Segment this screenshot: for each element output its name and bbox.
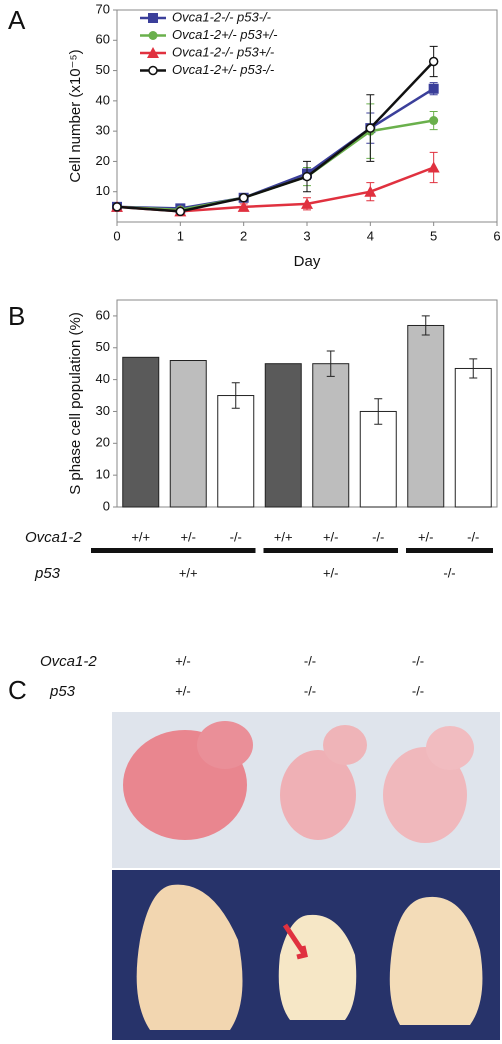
error-bar (326, 350, 335, 377)
x-tick-label: 2 (240, 228, 247, 243)
bar (454, 367, 492, 508)
group-label: +/- (323, 565, 339, 580)
y-tick-label: 10 (96, 183, 110, 198)
panel-label: C (8, 675, 27, 705)
row-label: Ovca1-2 (25, 529, 82, 546)
legend-label: Ovca1-2+/- p53+/- (172, 27, 278, 42)
marker (238, 193, 249, 203)
genotype-label: -/- (412, 683, 424, 698)
group-line (91, 548, 256, 553)
marker (148, 65, 158, 76)
category-label: +/+ (274, 529, 293, 544)
y-tick-label: 40 (96, 92, 110, 107)
y-tick-label: 30 (96, 403, 110, 418)
genotype-label: +/- (175, 683, 191, 698)
legend-label: Ovca1-2+/- p53-/- (172, 62, 275, 77)
error-bar (374, 398, 383, 425)
plot-frame (116, 299, 498, 508)
category-label: -/- (230, 529, 242, 544)
legend-label: Ovca1-2-/- p53+/- (172, 44, 275, 59)
x-tick-label: 4 (367, 228, 374, 243)
category-label: +/- (418, 529, 434, 544)
error-bar (469, 358, 478, 379)
y-tick-label: 20 (96, 435, 110, 450)
marker (147, 47, 159, 58)
series-line (116, 60, 435, 213)
group-line (263, 548, 398, 553)
x-tick-label: 0 (113, 228, 120, 243)
y-tick-label: 30 (96, 123, 110, 138)
bar (264, 363, 302, 508)
bar (169, 360, 207, 508)
y-tick-label: 0 (103, 498, 110, 513)
bar (407, 324, 445, 508)
panel-label: A (8, 5, 26, 35)
marker (364, 185, 377, 197)
marker (112, 202, 122, 212)
genotype-label: -/- (304, 683, 316, 698)
genotype-label: -/- (412, 653, 424, 668)
photo-pups (112, 712, 500, 868)
marker (148, 13, 158, 23)
marker (429, 116, 439, 126)
category-label: +/+ (131, 529, 150, 544)
error-bar (231, 382, 240, 409)
y-tick-label: 10 (96, 467, 110, 482)
genotype-label: +/- (175, 653, 191, 668)
y-tick-label: 70 (96, 1, 110, 16)
category-label: +/- (180, 529, 196, 544)
y-tick-label: 50 (96, 339, 110, 354)
marker (237, 200, 250, 212)
bar (217, 395, 255, 508)
bar (312, 363, 350, 508)
photo-skulls (112, 870, 500, 1040)
marker (427, 161, 440, 173)
marker (301, 197, 313, 209)
bar (359, 410, 397, 508)
y-tick-label: 60 (96, 307, 110, 322)
bar (122, 356, 160, 508)
y-tick-label: 20 (96, 153, 110, 168)
series-line (116, 87, 435, 210)
marker (365, 123, 376, 133)
y-axis-label: S phase cell population (%) (67, 312, 84, 495)
category-label: -/- (467, 529, 479, 544)
marker (175, 206, 186, 217)
y-tick-label: 40 (96, 371, 110, 386)
category-label: +/- (323, 529, 339, 544)
marker (148, 31, 158, 40)
row-label: p53 (34, 565, 61, 582)
group-label: -/- (443, 565, 455, 580)
x-tick-label: 3 (303, 228, 310, 243)
marker (428, 56, 439, 67)
row-label: p53 (49, 683, 76, 700)
x-tick-label: 6 (493, 228, 500, 243)
y-axis-label: Cell number (x10⁻⁵) (67, 49, 84, 182)
legend-label: Ovca1-2-/- p53-/- (172, 9, 272, 24)
row-label: Ovca1-2 (40, 653, 97, 670)
marker (302, 171, 312, 182)
x-tick-label: 1 (177, 228, 184, 243)
category-label: -/- (372, 529, 384, 544)
group-line (406, 548, 493, 553)
marker (428, 83, 439, 94)
error-bar (421, 315, 430, 336)
series-line (116, 119, 434, 212)
y-tick-label: 60 (96, 32, 110, 47)
x-axis-label: Day (294, 253, 321, 270)
panel-label: B (8, 301, 25, 331)
y-tick-label: 50 (96, 62, 110, 77)
genotype-label: -/- (304, 653, 316, 668)
x-tick-label: 5 (430, 228, 437, 243)
series-line (116, 166, 435, 213)
group-label: +/+ (179, 565, 198, 580)
